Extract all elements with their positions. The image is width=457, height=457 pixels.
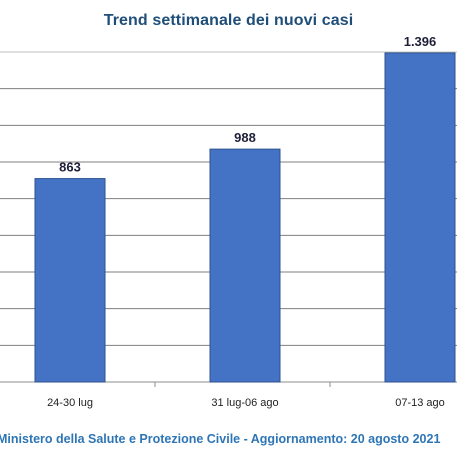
bar-1 [34,178,106,383]
chart-title: Trend settimanale dei nuovi casi [103,12,354,29]
value-label-3: 1.396 [404,34,437,49]
category-labels: 24-30 lug 31 lug-06 ago 07-13 ago [47,397,445,409]
bar-2 [209,148,281,383]
category-label-1: 24-30 lug [47,397,93,409]
bar-3 [384,52,456,383]
category-label-2: 31 lug-06 ago [211,397,278,409]
category-label-3: 07-13 ago [395,397,445,409]
value-label-2: 988 [234,130,256,145]
source-footer: Ministero della Salute e Protezione Civi… [0,432,441,446]
value-labels: 863 988 1.396 [59,34,436,175]
value-label-1: 863 [59,160,81,175]
bars [34,52,456,383]
